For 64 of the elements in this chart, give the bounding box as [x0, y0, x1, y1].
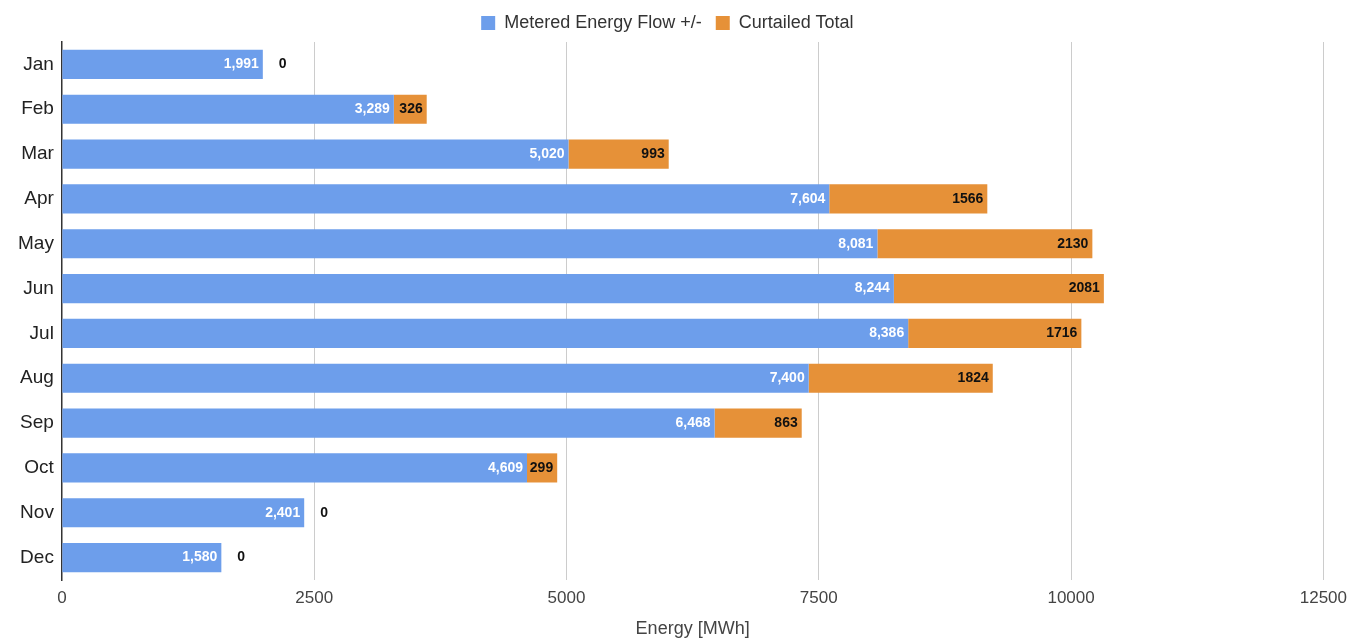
data-label: 326 — [399, 100, 423, 117]
data-label: 4,609 — [487, 458, 524, 475]
data-label: 7,400 — [769, 369, 805, 386]
bar — [568, 139, 669, 169]
data-label: 8,081 — [838, 234, 874, 251]
data-label: 6,468 — [675, 413, 711, 430]
y-tick-label: Jul — [29, 321, 54, 343]
data-label: 2081 — [1068, 279, 1101, 296]
bar — [893, 274, 1104, 304]
bar — [908, 318, 1082, 348]
data-label: 1566 — [952, 189, 984, 206]
bar — [62, 363, 809, 393]
y-tick-label: Jun — [23, 276, 54, 298]
bar — [62, 229, 878, 259]
bar — [62, 498, 305, 528]
x-tick-label: 10000 — [1047, 587, 1095, 607]
data-label: 1,580 — [182, 548, 218, 565]
bar — [62, 139, 569, 169]
data-label: 993 — [641, 144, 665, 161]
data-label: 8,244 — [854, 279, 891, 296]
y-tick-label: Feb — [21, 97, 54, 119]
y-tick-label: Jan — [23, 52, 54, 74]
data-label: 0 — [237, 548, 246, 565]
x-tick-label: 7500 — [799, 587, 838, 607]
y-tick-label: May — [17, 231, 55, 253]
y-tick-label: Dec — [20, 545, 54, 567]
y-tick-label: Aug — [20, 366, 54, 388]
legend-label: Metered Energy Flow +/- — [504, 11, 702, 32]
y-tick-label: Nov — [20, 500, 55, 522]
x-tick-label: 0 — [57, 587, 67, 607]
y-tick-label: Sep — [20, 411, 54, 433]
bar — [62, 49, 263, 79]
data-label: 8,386 — [869, 324, 905, 341]
bar — [62, 453, 528, 483]
bar — [62, 94, 394, 124]
bar — [877, 229, 1093, 259]
data-label: 1,991 — [223, 55, 260, 72]
data-label: 0 — [278, 55, 287, 72]
data-label: 1824 — [957, 369, 989, 386]
data-label: 0 — [320, 503, 329, 520]
bar — [62, 408, 715, 438]
data-label: 1716 — [1046, 324, 1078, 341]
data-label: 2,401 — [265, 503, 301, 520]
data-label: 2130 — [1057, 234, 1089, 251]
bar — [62, 184, 830, 214]
bar — [808, 363, 993, 393]
y-tick-label: Mar — [21, 142, 55, 164]
data-label: 7,604 — [790, 189, 826, 206]
x-axis-title: Energy [MWh] — [635, 618, 750, 639]
bar — [714, 408, 802, 438]
x-tick-label: 12500 — [1299, 587, 1347, 607]
x-tick-label: 2500 — [295, 587, 334, 607]
y-tick-label: Apr — [24, 187, 55, 209]
data-label: 863 — [774, 413, 798, 430]
legend-label: Curtailed Total — [738, 11, 854, 32]
data-label: 3,289 — [354, 100, 391, 117]
data-label: 5,020 — [529, 144, 565, 161]
data-label: 299 — [529, 458, 554, 475]
bar — [829, 184, 988, 214]
y-tick-label: Oct — [24, 456, 55, 478]
bar — [62, 543, 222, 573]
bar — [62, 318, 909, 348]
bar — [62, 274, 894, 304]
x-tick-label: 5000 — [547, 587, 586, 607]
